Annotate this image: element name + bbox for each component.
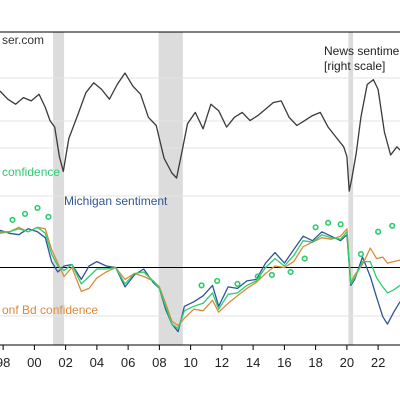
x-tick-label-08: 08 [152,355,166,370]
confidence-markers-point-7 [254,273,261,280]
x-tick-label-98: 98 [0,355,10,370]
confidence-markers-point-9 [287,268,294,276]
series-group [0,72,400,333]
confidence-markers-point-8 [268,271,275,279]
confidence-markers-point-6 [234,280,241,288]
confidence-markers-point-1 [21,210,29,217]
x-tick-label-20: 20 [340,355,354,370]
recession-band-2 [348,32,354,345]
michigan-sentiment-label: Michigan sentiment [64,194,168,208]
confidence-markers-point-10 [301,255,308,262]
recession-band-0 [53,32,65,345]
confidence-label: confidence [2,165,60,179]
confidence-markers-point-5 [214,277,221,285]
x-tick-label-06: 06 [121,355,135,370]
confidence-markers-point-13 [337,221,344,228]
x-tick-label-22: 22 [371,355,385,370]
x-tick-label-18: 18 [308,355,322,370]
x-tick-label-16: 16 [277,355,291,370]
x-tick-label-14: 14 [246,355,260,370]
confidence-markers-point-4 [198,282,205,289]
marker-group [9,204,396,289]
source-text: ser.com [2,33,44,47]
conf-bd-confidence-label: onf Bd confidence [2,303,98,317]
x-tick-label-02: 02 [58,355,72,370]
x-tick-label-12: 12 [215,355,229,370]
confidence-line [0,226,400,330]
x-tick-label-04: 04 [90,355,104,370]
x-tick-label-10: 10 [183,355,197,370]
news-sentiment-scale-label: [right scale] [324,59,385,73]
confidence-markers-point-14 [357,251,365,258]
x-tick-labels: 98 00 02 04 06 08 10 12 14 16 18 20 22 [0,345,385,370]
confidence-markers-point-12 [325,219,332,226]
recession-bands [53,32,354,345]
confidence-markers-point-3 [45,213,52,220]
x-tick-label-00: 00 [27,355,41,370]
recession-band-1 [158,32,183,345]
confidence-markers-point-11 [312,224,319,231]
confidence-markers-point-16 [389,222,396,229]
news-sentiment-label: News sentiment [324,44,400,58]
confidence-markers-point-0 [9,216,16,223]
gridlines [0,31,400,346]
news-sentiment-line [0,72,400,192]
confidence-markers-point-15 [375,228,382,235]
confidence-markers-point-2 [34,204,41,212]
